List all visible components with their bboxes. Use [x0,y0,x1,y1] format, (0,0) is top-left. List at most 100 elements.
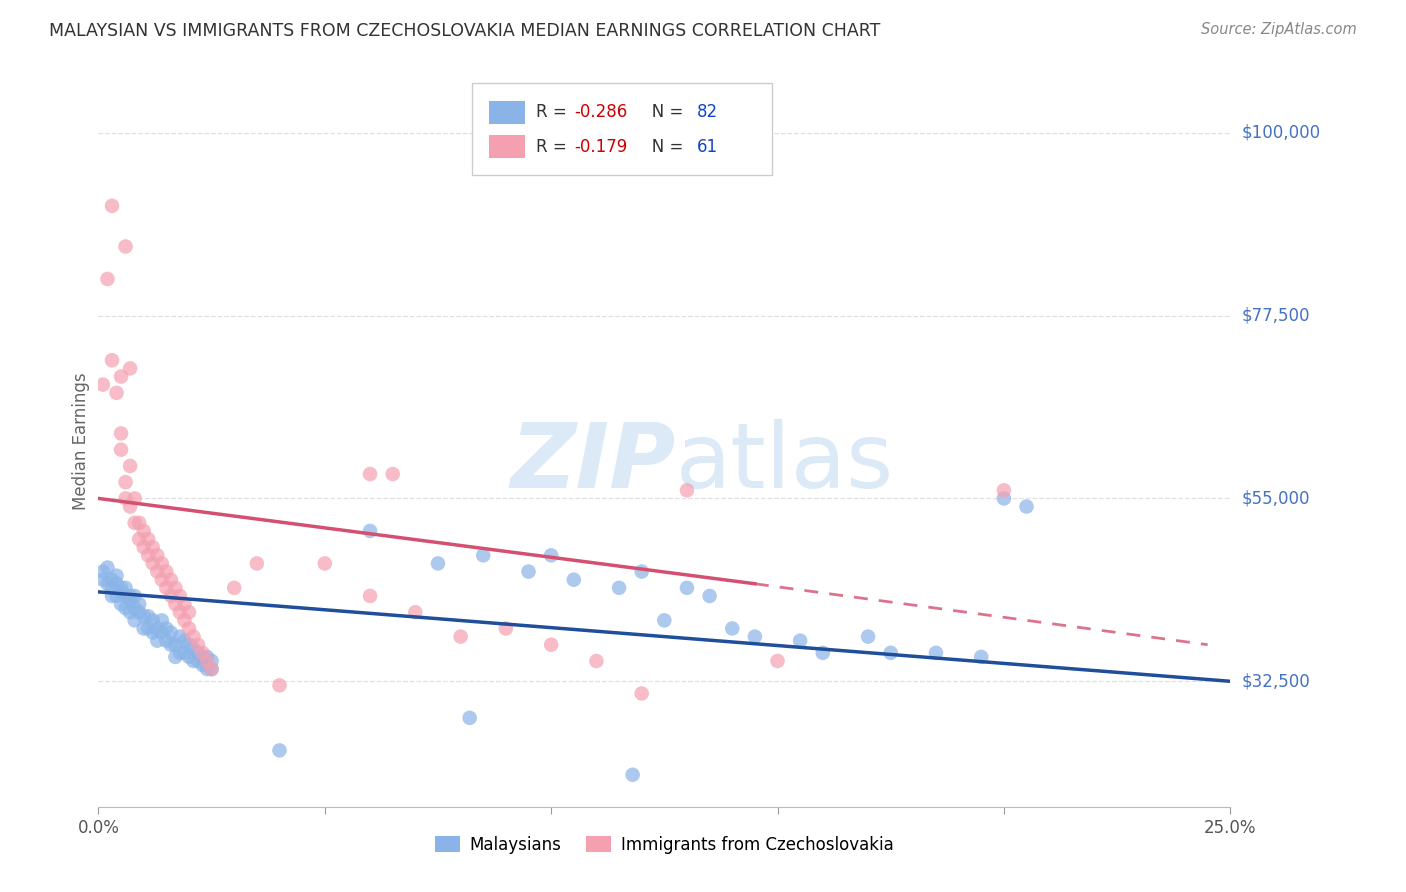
Point [101,589,124,603]
FancyBboxPatch shape [489,101,524,124]
Point [150,573,173,587]
Point [114,589,136,603]
Text: $32,500: $32,500 [1241,673,1310,690]
Y-axis label: Median Earnings: Median Earnings [72,373,90,510]
Point [187,646,209,660]
Point [120,361,142,376]
Legend: Malaysians, Immigrants from Czechoslovakia: Malaysians, Immigrants from Czechoslovak… [434,836,894,854]
Point [744,630,766,644]
Text: MALAYSIAN VS IMMIGRANTS FROM CZECHOSLOVAKIA MEDIAN EARNINGS CORRELATION CHART: MALAYSIAN VS IMMIGRANTS FROM CZECHOSLOVA… [49,22,880,40]
Text: R =: R = [537,103,572,121]
Point [314,557,336,571]
Point [114,581,136,595]
Point [970,649,993,664]
Point [450,630,472,644]
Point [359,589,381,603]
Point [110,369,132,384]
Point [155,581,177,595]
Point [404,605,426,619]
Point [191,649,214,664]
Point [381,467,404,481]
Point [105,568,128,582]
Point [136,622,159,636]
Point [676,581,699,595]
Point [789,633,811,648]
Point [169,589,191,603]
Point [856,630,879,644]
Text: 82: 82 [697,103,718,121]
Point [169,605,191,619]
Point [177,622,200,636]
Point [517,565,540,579]
Point [142,625,165,640]
Point [173,646,195,660]
Text: -0.179: -0.179 [574,137,627,156]
Point [146,549,169,563]
Point [165,581,187,595]
Point [124,601,146,615]
Text: $100,000: $100,000 [1241,124,1320,142]
Text: $55,000: $55,000 [1241,490,1310,508]
Point [173,597,195,611]
Point [630,565,652,579]
Point [105,589,128,603]
Point [114,239,136,253]
Point [105,576,128,591]
Point [96,272,118,286]
Point [142,613,165,627]
Point [91,573,114,587]
Point [165,649,187,664]
Text: Source: ZipAtlas.com: Source: ZipAtlas.com [1201,22,1357,37]
Point [169,630,191,644]
FancyBboxPatch shape [489,135,524,159]
Point [114,491,136,506]
Point [155,565,177,579]
Point [136,549,159,563]
Point [128,597,150,611]
Point [114,475,136,490]
Point [101,581,124,595]
Point [101,199,124,213]
Point [195,662,218,676]
Point [562,573,585,587]
Point [630,686,652,700]
Point [142,540,165,554]
Point [96,560,118,574]
Point [150,613,173,627]
Point [110,597,132,611]
Text: $77,500: $77,500 [1241,307,1310,325]
Text: N =: N = [636,103,689,121]
Point [201,662,224,676]
Point [183,641,205,656]
Point [120,605,142,619]
Point [105,385,128,400]
Point [155,622,177,636]
Point [132,524,155,538]
Point [124,516,146,530]
Point [110,581,132,595]
Point [110,442,132,457]
Point [110,585,132,599]
Point [201,654,224,668]
Point [472,549,495,563]
Point [177,638,200,652]
Point [246,557,269,571]
Point [187,638,209,652]
Point [1015,500,1038,514]
Text: 61: 61 [697,137,718,156]
Point [173,613,195,627]
Point [136,609,159,624]
Point [101,353,124,368]
Point [142,557,165,571]
Point [183,630,205,644]
Point [621,768,644,782]
Point [128,532,150,546]
Point [96,576,118,591]
Point [132,622,155,636]
Point [699,589,721,603]
Point [160,589,183,603]
Point [128,605,150,619]
Text: N =: N = [636,137,689,156]
Point [540,638,562,652]
Point [224,581,246,595]
